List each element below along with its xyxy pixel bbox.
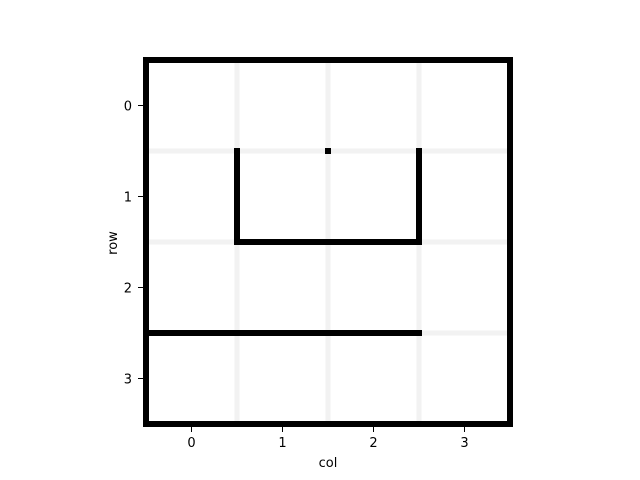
x-tick-label: 2 [369,436,377,451]
x-axis: 0 1 2 3 [187,427,469,451]
y-axis: 0 1 2 3 [124,100,143,388]
y-axis-label: row [106,231,121,255]
y-tick-label: 3 [124,373,132,388]
maze-markers [325,148,331,154]
wall-stub-marker [325,148,331,154]
plot-area [143,57,513,427]
x-tick-label: 0 [187,436,195,451]
maze-walls [143,57,513,427]
y-tick-label: 1 [124,191,132,206]
y-tick-label: 0 [124,100,132,115]
x-axis-label: col [319,456,338,471]
x-tick-label: 1 [278,436,286,451]
x-tick-label: 3 [460,436,468,451]
y-tick-label: 2 [124,282,132,297]
